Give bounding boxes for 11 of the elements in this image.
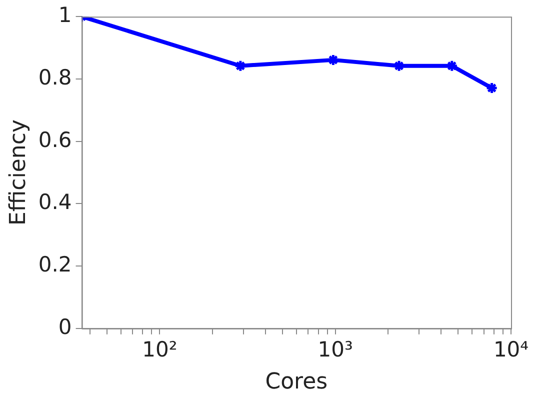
x-tick-label: 10² — [142, 337, 178, 362]
y-tick-label: 0 — [58, 314, 72, 339]
x-tick-label: 10⁴ — [493, 337, 529, 362]
x-tick-label: 10³ — [318, 337, 353, 362]
y-axis-title: Efficiency — [6, 120, 31, 226]
y-tick-label: 0.2 — [38, 252, 72, 276]
y-tick-label: 0.8 — [38, 65, 72, 90]
y-tick-label: 1 — [58, 3, 72, 28]
y-tick-label: 0.4 — [38, 190, 72, 214]
y-tick-label: 0.6 — [38, 128, 72, 152]
x-axis-title: Cores — [265, 370, 328, 395]
